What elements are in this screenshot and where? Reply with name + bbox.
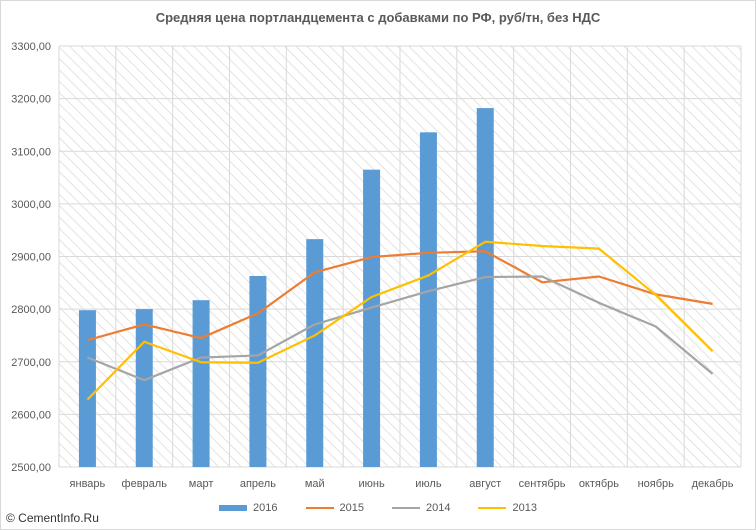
x-tick-label: май xyxy=(305,478,325,490)
y-tick-label: 3200,00 xyxy=(11,94,51,106)
bar-series xyxy=(78,108,494,467)
line-2013 xyxy=(86,240,714,401)
legend-label: 2015 xyxy=(339,502,364,514)
legend-swatch xyxy=(478,507,507,509)
y-tick-label: 2800,00 xyxy=(11,304,51,316)
x-tick-label: март xyxy=(189,478,214,490)
legend-label: 2016 xyxy=(253,502,278,514)
bar-2016 xyxy=(249,275,267,467)
x-tick-label: июнь xyxy=(358,478,384,490)
bar-2016 xyxy=(78,310,96,467)
bar-2016 xyxy=(363,169,381,467)
y-tick-label: 3300,00 xyxy=(11,41,51,53)
legend: 2016 2015 2014 2013 xyxy=(0,502,756,514)
x-tick-label: июль xyxy=(415,478,442,490)
x-tick-label: апрель xyxy=(240,478,276,490)
line-2015 xyxy=(87,250,713,342)
watermark: © CementInfo.Ru xyxy=(6,511,99,525)
x-tick-label: август xyxy=(469,478,501,490)
legend-swatch xyxy=(305,507,334,509)
x-tick-label: октябрь xyxy=(579,478,619,490)
y-tick-label: 2500,00 xyxy=(11,462,51,474)
bar-2016 xyxy=(192,300,210,467)
y-tick-label: 2900,00 xyxy=(11,252,51,264)
bar-2016 xyxy=(306,239,324,467)
legend-swatch xyxy=(392,507,420,509)
legend-item-2015: 2015 xyxy=(305,502,364,514)
x-tick-label: декабрь xyxy=(692,478,734,490)
y-tick-label: 2600,00 xyxy=(11,409,51,421)
bar-2016 xyxy=(419,132,437,467)
chart-title: Средняя цена портландцемента с добавками… xyxy=(155,10,601,25)
y-tick-label: 2700,00 xyxy=(11,357,51,369)
legend-swatch xyxy=(219,505,248,511)
legend-item-2013: 2013 xyxy=(478,502,537,514)
gridlines xyxy=(58,45,742,468)
line-series xyxy=(86,240,714,401)
x-tick-label: ноябрь xyxy=(638,478,675,490)
y-axis: 2500,00 2600,00 2700,00 2800,00 2900,00 3000,… xyxy=(11,41,51,474)
legend-item-2016: 2016 xyxy=(219,502,278,514)
x-tick-label: январь xyxy=(70,478,106,490)
legend-label: 2014 xyxy=(426,502,451,514)
legend-label: 2013 xyxy=(512,502,537,514)
x-tick-label: сентябрь xyxy=(519,478,566,490)
y-tick-label: 3000,00 xyxy=(11,199,51,211)
line-2014 xyxy=(87,275,714,382)
y-tick-label: 3100,00 xyxy=(11,146,51,158)
bar-2016 xyxy=(135,309,153,467)
x-tick-label: февраль xyxy=(122,478,168,490)
x-axis: январь февраль март апрель май июнь июль август… xyxy=(70,478,734,490)
bar-2016 xyxy=(476,108,494,467)
legend-item-2014: 2014 xyxy=(392,502,450,514)
